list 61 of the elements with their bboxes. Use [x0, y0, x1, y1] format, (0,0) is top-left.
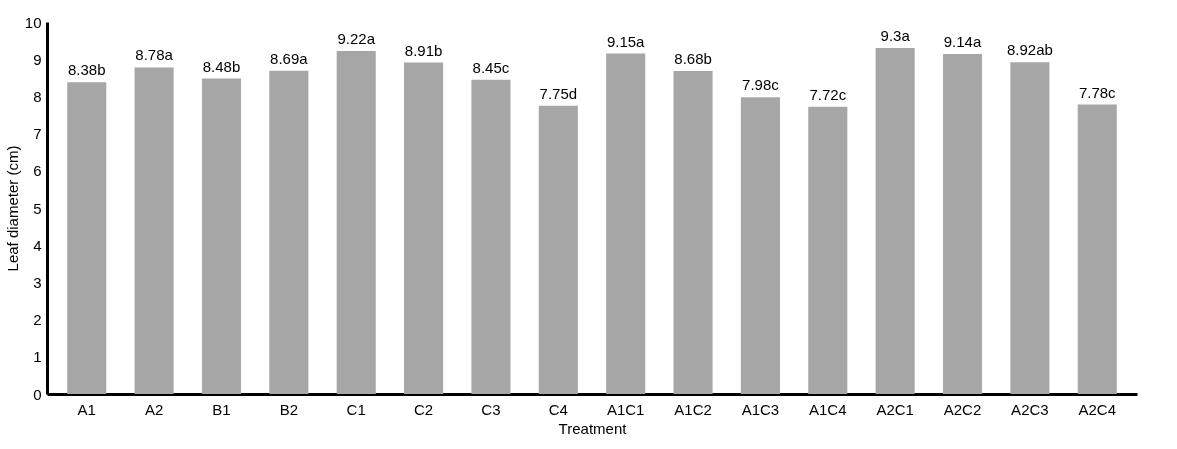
y-tick-label: 4 — [33, 236, 42, 254]
y-tick-label: 2 — [33, 311, 42, 329]
data-label: 8.78a — [135, 46, 174, 64]
bar — [942, 53, 983, 394]
y-axis-title: Leaf diameter (cm) — [3, 145, 21, 272]
bar — [1077, 104, 1117, 394]
x-tick-label: C4 — [548, 400, 568, 418]
bar — [201, 78, 242, 394]
x-tick-label: B1 — [212, 400, 231, 418]
data-label: 8.48b — [202, 57, 241, 75]
data-label: 7.72c — [809, 85, 847, 103]
bar — [269, 70, 309, 394]
bar — [538, 105, 578, 394]
data-label: 8.91b — [404, 41, 443, 59]
data-label: 9.15a — [606, 32, 646, 50]
y-tick-label: 8 — [33, 87, 42, 105]
data-label: 9.3a — [880, 27, 911, 45]
data-label: 8.68b — [674, 50, 712, 68]
bar — [673, 71, 713, 394]
bar — [336, 51, 376, 394]
x-tick-label: A1C4 — [809, 400, 847, 418]
data-label: 8.69a — [270, 49, 309, 67]
x-tick-label: C2 — [413, 400, 434, 418]
bar — [471, 79, 511, 394]
data-label: 7.75d — [539, 84, 578, 102]
x-tick-label: A1C2 — [674, 400, 712, 418]
data-label: 7.98c — [742, 76, 780, 94]
y-tick-label: 5 — [33, 199, 42, 217]
x-axis-title: Treatment — [558, 419, 628, 437]
bar — [1010, 62, 1050, 394]
y-tick-label: 10 — [24, 13, 42, 31]
x-tick-label: A2C1 — [876, 400, 914, 418]
bar — [404, 62, 444, 394]
bar — [134, 67, 174, 394]
bar — [606, 53, 646, 394]
y-tick-label: 7 — [33, 125, 42, 143]
y-tick-label: 0 — [33, 385, 42, 403]
data-label: 9.14a — [943, 32, 982, 50]
bar — [875, 48, 915, 394]
x-tick-label: A1C3 — [741, 400, 780, 418]
bar — [740, 97, 780, 394]
y-tick-label: 9 — [33, 50, 42, 68]
data-label: 8.45c — [472, 58, 510, 76]
y-tick-label: 1 — [33, 348, 42, 366]
x-tick-label: A1C1 — [606, 400, 645, 418]
y-tick-label: 6 — [33, 162, 42, 180]
data-label: 9.22a — [337, 30, 376, 48]
x-tick-label: A1 — [77, 400, 96, 418]
data-label: 8.92ab — [1006, 41, 1053, 59]
x-tick-label: A2C3 — [1011, 400, 1049, 418]
data-label: 8.38b — [67, 61, 106, 79]
y-tick-label: 3 — [33, 273, 42, 291]
x-tick-label: C3 — [481, 400, 501, 418]
bar — [67, 82, 107, 394]
x-tick-label: C1 — [346, 400, 366, 418]
x-tick-label: A2 — [144, 400, 164, 418]
x-tick-label: A2C4 — [1078, 400, 1117, 418]
x-tick-label: B2 — [279, 400, 299, 418]
x-tick-label: A2C2 — [943, 400, 982, 418]
bar — [808, 106, 848, 394]
data-label: 7.78c — [1078, 83, 1117, 101]
